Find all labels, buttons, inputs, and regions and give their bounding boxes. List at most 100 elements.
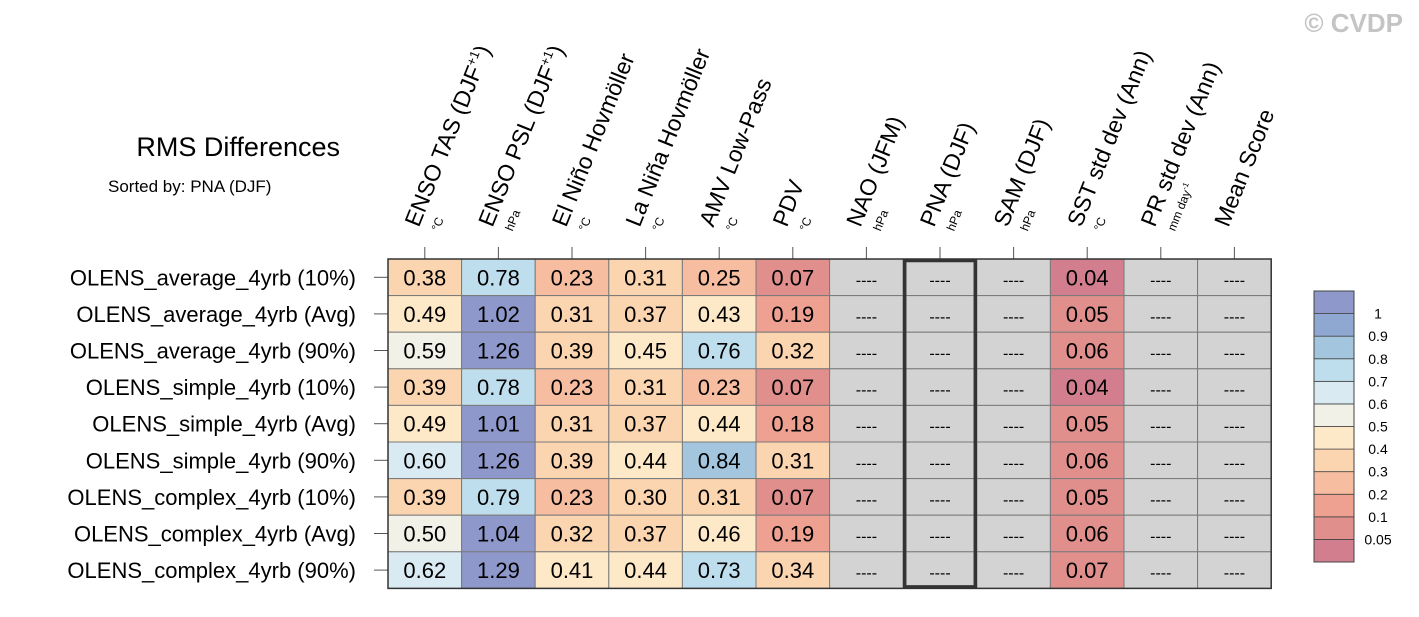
cell-value: 0.06 <box>1066 339 1109 364</box>
cell-value: ---- <box>856 455 877 472</box>
cell-value: ---- <box>1150 455 1171 472</box>
cell-value: ---- <box>1224 455 1245 472</box>
heatmap-cell <box>755 331 831 370</box>
cell-value: 0.37 <box>624 412 667 437</box>
heatmap-cell <box>461 478 536 516</box>
heatmap-cell <box>608 441 683 480</box>
cell-value: 0.39 <box>551 448 594 473</box>
colorbar-label: 0.5 <box>1368 419 1388 435</box>
column-unit: °C <box>576 215 594 233</box>
heatmap-cell <box>755 258 831 297</box>
column-header: PNA (DJF)hPa <box>915 118 980 233</box>
cell-value: ---- <box>929 492 950 509</box>
cell-value: ---- <box>1150 419 1171 436</box>
heatmap-cell <box>387 331 463 370</box>
cell-value: ---- <box>1150 565 1171 582</box>
row-label: OLENS_average_4yrb (90%) <box>70 339 356 364</box>
cell-value: 0.31 <box>771 448 814 473</box>
cell-value: 0.19 <box>771 302 814 327</box>
cell-value: ---- <box>1003 309 1024 326</box>
cell-value: ---- <box>856 419 877 436</box>
cell-value: 0.07 <box>771 265 814 290</box>
column-label: PNA (DJF) <box>915 118 980 230</box>
heatmap-cell <box>1197 551 1272 589</box>
cell-value: ---- <box>1003 419 1024 436</box>
column-unit: hPa <box>1017 208 1038 233</box>
cell-value: ---- <box>1150 272 1171 289</box>
cell-value: 0.39 <box>403 375 446 400</box>
heatmap-cell <box>461 258 536 297</box>
heatmap-cell <box>534 441 610 480</box>
grid-border <box>387 258 1272 590</box>
column-unit: °C <box>649 215 667 233</box>
cell-value: ---- <box>856 382 877 399</box>
cell-value: 0.25 <box>698 265 741 290</box>
cell-value: ---- <box>1003 272 1024 289</box>
cell-value: 0.62 <box>403 558 446 583</box>
column-header: PDV°C <box>767 176 815 233</box>
heatmap-cell <box>461 295 536 333</box>
column-unit: hPa <box>502 208 523 233</box>
column-unit: °C <box>797 215 815 233</box>
cell-value: ---- <box>1150 492 1171 509</box>
cell-value: ---- <box>929 382 950 399</box>
heatmap-cell <box>829 441 904 480</box>
heatmap-cell <box>1049 478 1125 516</box>
colorbar-segment <box>1313 426 1355 450</box>
cell-value: 1.29 <box>477 558 520 583</box>
colorbar-segment <box>1313 493 1355 518</box>
watermark: © CVDP <box>1304 8 1403 38</box>
heatmap-cell <box>1123 331 1199 370</box>
column-label: El Niño Hovmöller <box>547 49 640 230</box>
cell-value: ---- <box>1224 565 1245 582</box>
cell-value: ---- <box>1224 382 1245 399</box>
cell-value: ---- <box>856 272 877 289</box>
heatmap-cell <box>608 478 683 516</box>
cell-value: 0.78 <box>477 375 520 400</box>
colorbar-label: 0.7 <box>1368 373 1388 389</box>
cell-value: ---- <box>1224 419 1245 436</box>
cell-value: ---- <box>856 492 877 509</box>
heatmap-cell <box>387 295 463 333</box>
heatmap-cell <box>902 368 978 406</box>
row-labels: OLENS_average_4yrb (10%) OLENS_average_4y… <box>67 265 388 583</box>
column-unit: °C <box>723 215 741 233</box>
cell-value: ---- <box>929 272 950 289</box>
row-label: OLENS_complex_4yrb (Avg) <box>74 522 356 547</box>
cell-value: 0.73 <box>698 558 741 583</box>
cell-value: 0.44 <box>698 412 741 437</box>
cell-value: 0.23 <box>698 375 741 400</box>
cell-value: ---- <box>1150 529 1171 546</box>
cell-value: ---- <box>1150 382 1171 399</box>
sorted-column-highlight <box>902 258 978 589</box>
cell-value: 0.60 <box>403 448 446 473</box>
heatmap-cell <box>902 551 978 589</box>
column-headers: ENSO TAS (DJF+1)°C ENSO PSL (DJF+1)hPa El … <box>399 41 1279 259</box>
chart-subtitle: Sorted by: PNA (DJF) <box>108 177 271 196</box>
cell-value: ---- <box>1003 565 1024 582</box>
cell-value: 0.31 <box>551 302 594 327</box>
cell-value: 0.18 <box>771 412 814 437</box>
heatmap-cell <box>1123 514 1199 553</box>
row-label: OLENS_complex_4yrb (10%) <box>67 485 356 510</box>
row-label: OLENS_complex_4yrb (90%) <box>67 558 356 583</box>
heatmap-cell <box>681 514 757 553</box>
column-header: SAM (DJF)hPa <box>988 115 1055 233</box>
cell-value: 0.07 <box>771 485 814 510</box>
heatmap-cell <box>755 514 831 553</box>
heatmap-cell <box>534 331 610 370</box>
cell-value: 1.26 <box>477 339 520 364</box>
heatmap-cell <box>976 478 1051 516</box>
cell-value: ---- <box>1003 346 1024 363</box>
heatmap-cell <box>1123 551 1199 589</box>
cell-value: 0.38 <box>403 265 446 290</box>
cell-value: 0.04 <box>1066 265 1109 290</box>
heatmap-cell <box>608 514 683 553</box>
cell-value: ---- <box>929 309 950 326</box>
cell-value: 0.23 <box>551 375 594 400</box>
heatmap-cell <box>902 258 978 297</box>
cell-value: 0.78 <box>477 265 520 290</box>
heatmap-cell <box>1123 478 1199 516</box>
column-label: SAM (DJF) <box>988 115 1055 230</box>
heatmap-cell <box>1123 404 1199 443</box>
